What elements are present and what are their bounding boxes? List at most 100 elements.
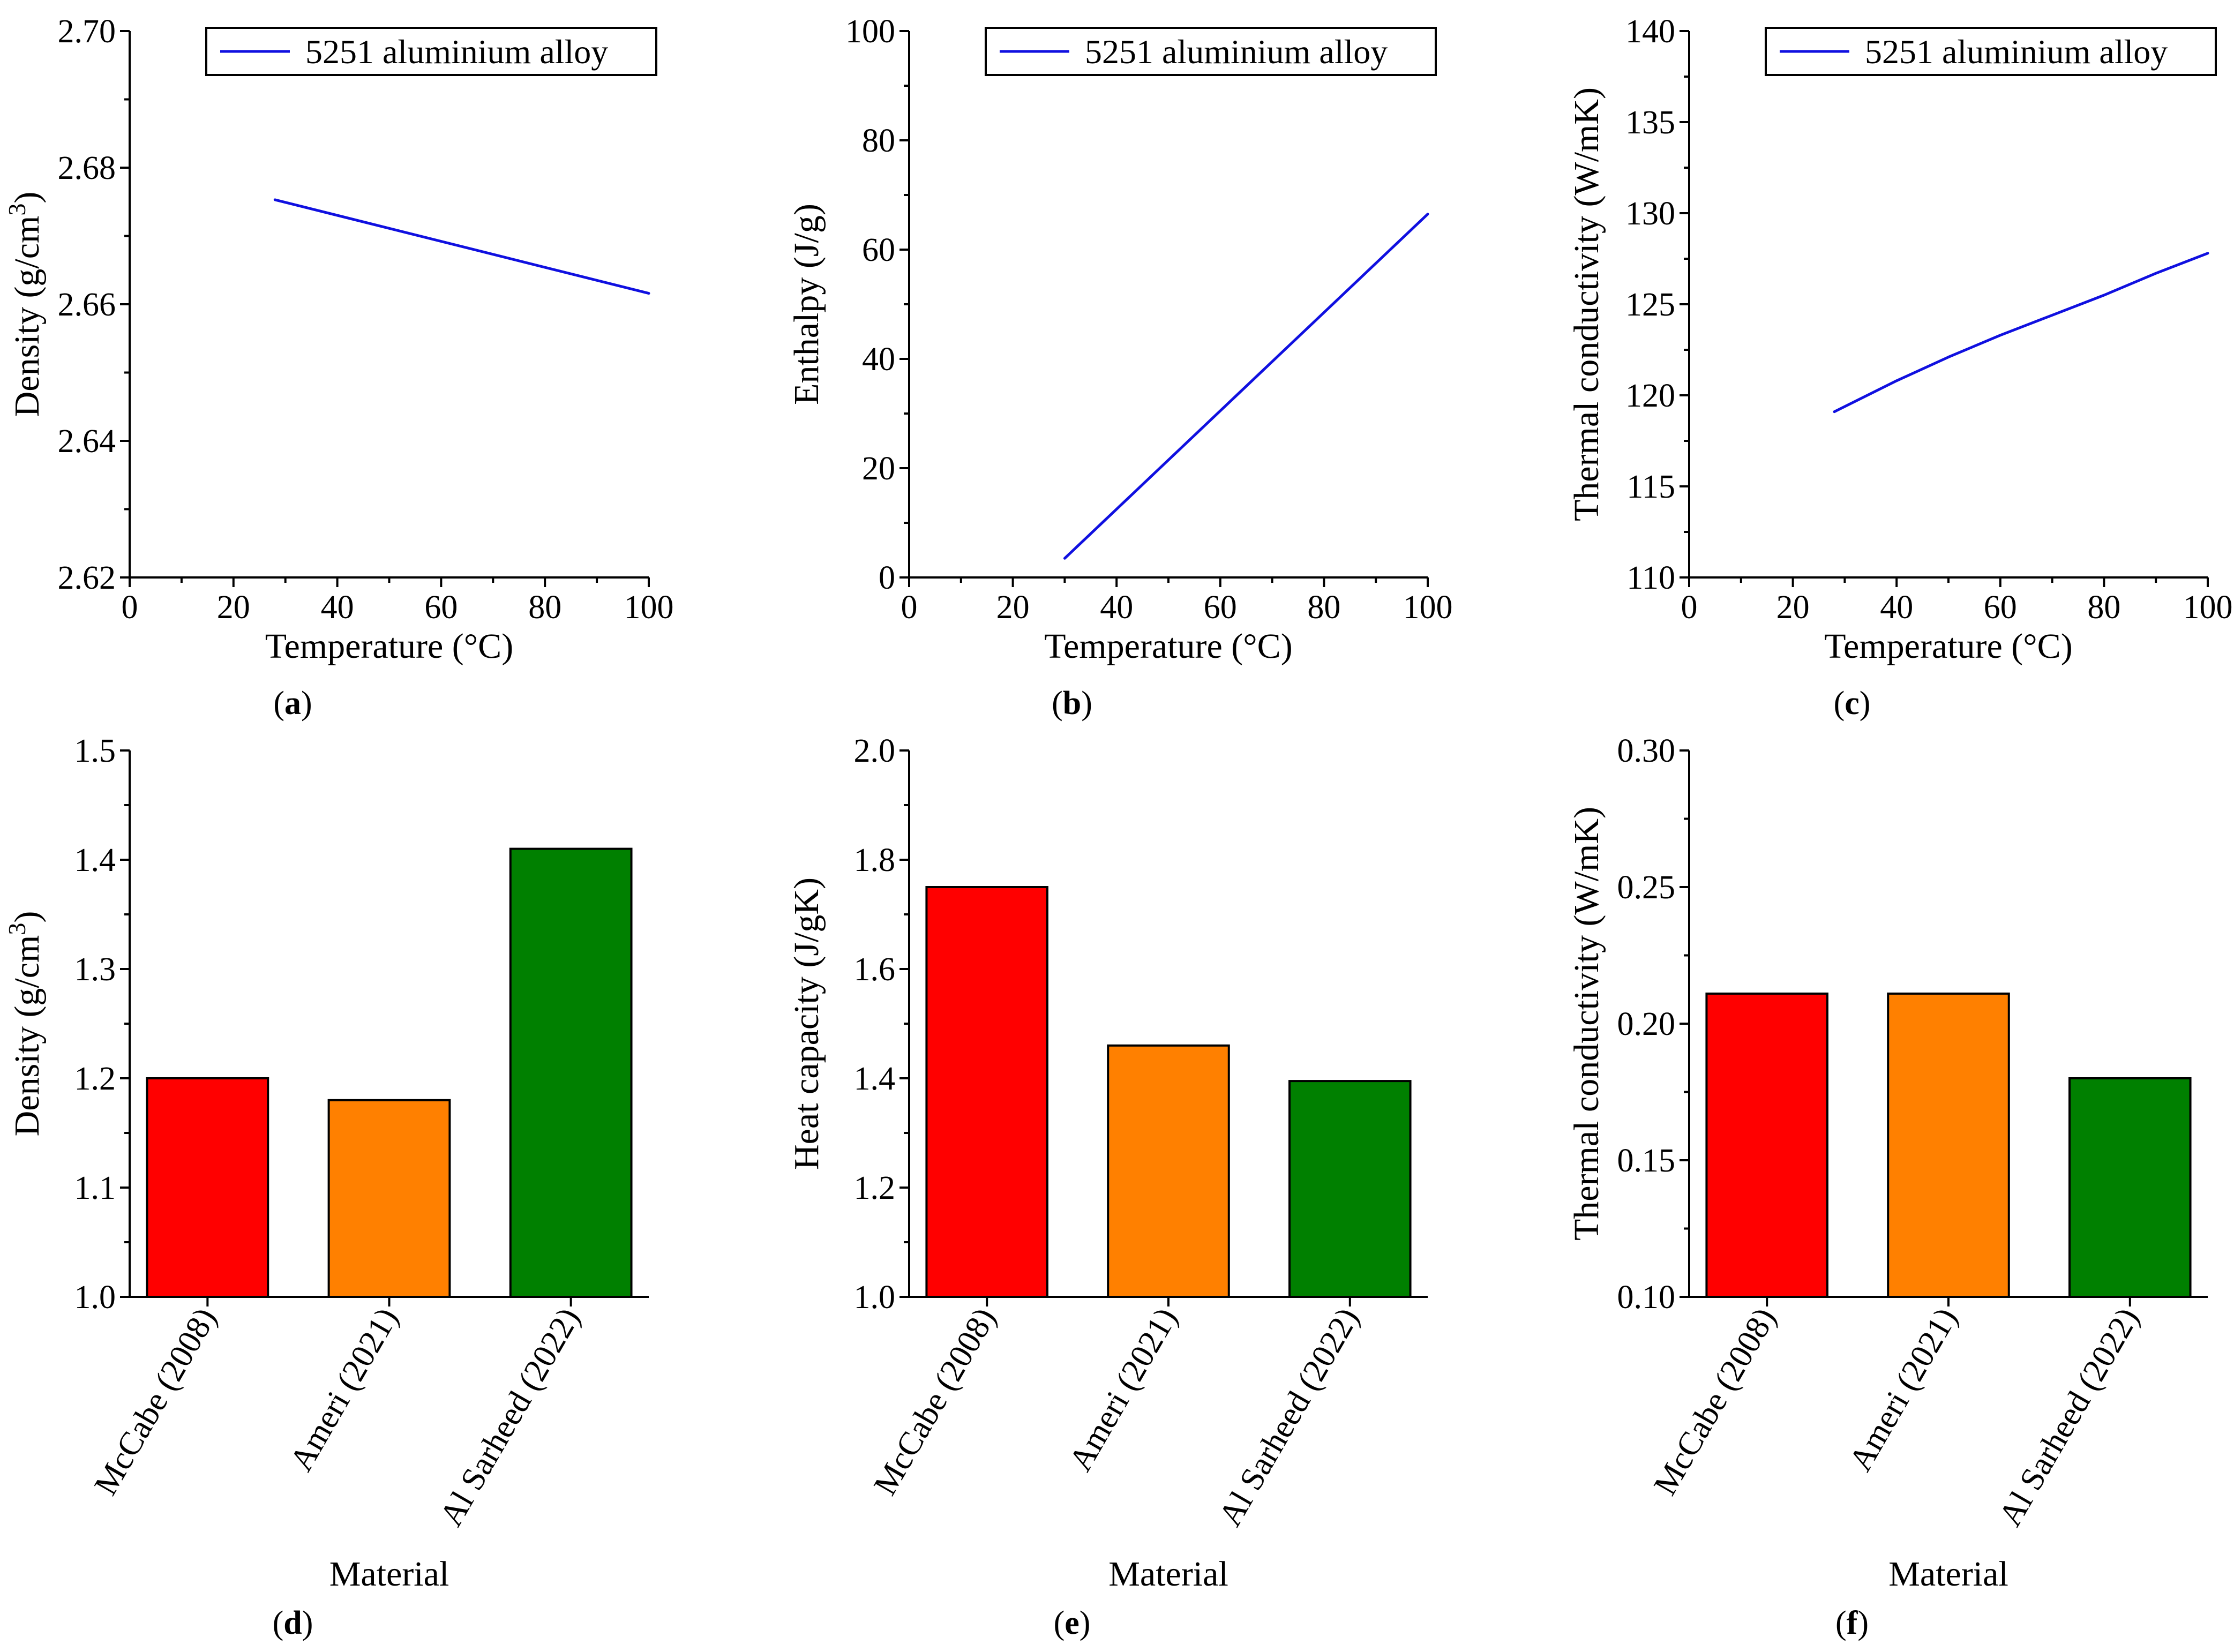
panel-label-e: (e) [1054, 1605, 1091, 1641]
panel-label-a: (a) [273, 685, 312, 722]
x-tick-label-b: 100 [1403, 589, 1453, 626]
y-axis-title-f: Thermal conductivity (W/mK) [1567, 807, 1606, 1241]
bar-f-2 [1887, 992, 2010, 1298]
x-tick-label-c: 40 [1880, 589, 1913, 626]
legend-label-c: 5251 aluminium alloy [1865, 33, 2168, 71]
y-tick-label-d: 1.3 [74, 951, 116, 988]
bar-d-2 [327, 1099, 451, 1298]
panel-label-c: (c) [1834, 685, 1871, 722]
y-tick-label-e: 1.6 [854, 951, 896, 988]
bar-e-1 [925, 886, 1048, 1298]
category-label-e-1: McCabe (2008) [867, 1302, 1003, 1501]
x-tick-label-b: 20 [996, 589, 1030, 626]
category-label-e-3: Al Sarheed (2022) [1212, 1302, 1366, 1533]
chart-panel-b: 0 20 40 60 80 100 0 20 40 60 80 100 Temperature (°C)… [787, 13, 1453, 722]
y-tick-label-e: 1.2 [854, 1170, 896, 1206]
y-tick-label-b: 40 [862, 341, 895, 378]
chart-panel-e: 1.0 1.2 1.4 1.6 1.8 2.0 McCabe (2008) Ameri (20… [787, 733, 1428, 1641]
y-tick-label-c: 140 [1625, 13, 1675, 50]
x-axis-title-a: Temperature (°C) [265, 627, 513, 666]
y-tick-label-b: 60 [862, 232, 895, 268]
y-tick-label-e: 1.4 [854, 1061, 896, 1097]
x-tick-label-b: 40 [1100, 589, 1133, 626]
y-axis-title-b: Enthalpy (J/g) [787, 204, 826, 405]
y-tick-label-d: 1.5 [74, 733, 116, 769]
y-axis-title-c: Thermal conductivity (W/mK) [1567, 87, 1606, 521]
category-label-e-2: Ameri (2021) [1062, 1302, 1185, 1477]
y-tick-label-e: 1.8 [854, 842, 896, 878]
category-label-f-2: Ameri (2021) [1842, 1302, 1965, 1477]
y-tick-label-c: 115 [1626, 469, 1675, 505]
x-tick-label-c: 100 [2183, 589, 2233, 626]
chart-panel-a: 2.62 2.64 2.66 2.68 2.70 0 20 40 60 80 100 Temperat… [3, 13, 674, 722]
chart-panel-c: 110 115 120 125 130 135 140 0 20 40 60 80 100 Tempera… [1567, 13, 2233, 722]
category-label-d-3: Al Sarheed (2022) [433, 1302, 587, 1533]
category-label-f-3: Al Sarheed (2022) [1992, 1302, 2146, 1533]
x-axis-title-b: Temperature (°C) [1044, 627, 1292, 666]
chart-panel-d: 1.0 1.1 1.2 1.3 1.4 1.5 McCabe (2008) Ameri (20… [3, 733, 649, 1641]
x-tick-label-a: 100 [624, 589, 674, 626]
x-tick-label-c: 80 [2087, 589, 2120, 626]
y-tick-label-f: 0.25 [1617, 869, 1676, 906]
y-tick-label-b: 0 [879, 560, 895, 596]
y-tick-label-f: 0.20 [1617, 1006, 1676, 1042]
y-tick-label-f: 0.15 [1617, 1143, 1676, 1179]
x-tick-label-c: 0 [1681, 589, 1698, 626]
x-tick-label-a: 60 [424, 589, 458, 626]
x-tick-label-b: 80 [1307, 589, 1340, 626]
y-axis-title-d: Density (g/cm3) [3, 911, 47, 1137]
y-tick-label-e: 1.0 [854, 1279, 896, 1316]
category-label-f-1: McCabe (2008) [1647, 1302, 1783, 1501]
series-line-a [273, 198, 650, 295]
y-tick-label-a: 2.64 [58, 423, 116, 460]
x-tick-label-a: 0 [122, 589, 138, 626]
y-tick-label-b: 20 [862, 450, 895, 487]
legend-label-b: 5251 aluminium alloy [1085, 33, 1388, 71]
y-tick-label-a: 2.68 [58, 150, 116, 186]
x-axis-title-d: Material [329, 1555, 449, 1594]
legend-c: 5251 aluminium alloy [1765, 27, 2217, 76]
y-axis-title-e: Heat capacity (J/gK) [787, 877, 826, 1170]
x-axis-title-c: Temperature (°C) [1824, 627, 2072, 666]
x-axis-title-e: Material [1108, 1555, 1228, 1594]
x-tick-label-a: 40 [321, 589, 354, 626]
y-tick-label-c: 135 [1625, 104, 1675, 141]
y-tick-label-f: 0.10 [1617, 1279, 1676, 1316]
y-tick-label-b: 80 [862, 123, 895, 159]
legend-label-a: 5251 aluminium alloy [305, 33, 608, 71]
y-tick-label-c: 110 [1626, 560, 1675, 596]
y-tick-label-b: 100 [845, 13, 895, 50]
y-tick-label-c: 120 [1625, 378, 1675, 414]
legend-b: 5251 aluminium alloy [985, 27, 1437, 76]
panel-label-b: (b) [1052, 685, 1092, 722]
y-axis-title-a: Density (g/cm3) [3, 192, 47, 417]
x-axis-title-f: Material [1888, 1555, 2008, 1594]
y-tick-label-f: 0.30 [1617, 733, 1676, 769]
y-tick-label-c: 125 [1625, 287, 1675, 323]
y-tick-label-d: 1.1 [74, 1170, 116, 1206]
series-line-b [1063, 213, 1429, 560]
legend-a: 5251 aluminium alloy [205, 27, 657, 76]
bar-f-1 [1705, 992, 1828, 1298]
bar-d-3 [509, 847, 633, 1298]
x-tick-label-b: 60 [1204, 589, 1237, 626]
chart-panel-f: 0.10 0.15 0.20 0.25 0.30 McCabe (2008) Ameri (… [1567, 733, 2208, 1641]
y-tick-label-a: 2.66 [58, 287, 116, 323]
bar-e-2 [1107, 1044, 1230, 1298]
y-tick-label-d: 1.4 [74, 842, 116, 878]
x-tick-label-c: 20 [1776, 589, 1810, 626]
bar-e-3 [1288, 1080, 1412, 1298]
y-tick-label-c: 130 [1625, 196, 1675, 232]
x-tick-label-a: 20 [217, 589, 250, 626]
bar-f-3 [2068, 1077, 2192, 1298]
y-tick-label-a: 2.70 [58, 13, 116, 50]
panel-label-f: (f) [1835, 1605, 1869, 1641]
y-tick-label-d: 1.0 [74, 1279, 116, 1316]
y-tick-label-d: 1.2 [74, 1061, 116, 1097]
y-tick-label-a: 2.62 [58, 560, 116, 596]
series-line-c [1833, 252, 2209, 414]
y-tick-label-e: 2.0 [854, 733, 896, 769]
bar-d-1 [146, 1077, 269, 1298]
x-tick-label-a: 80 [528, 589, 561, 626]
